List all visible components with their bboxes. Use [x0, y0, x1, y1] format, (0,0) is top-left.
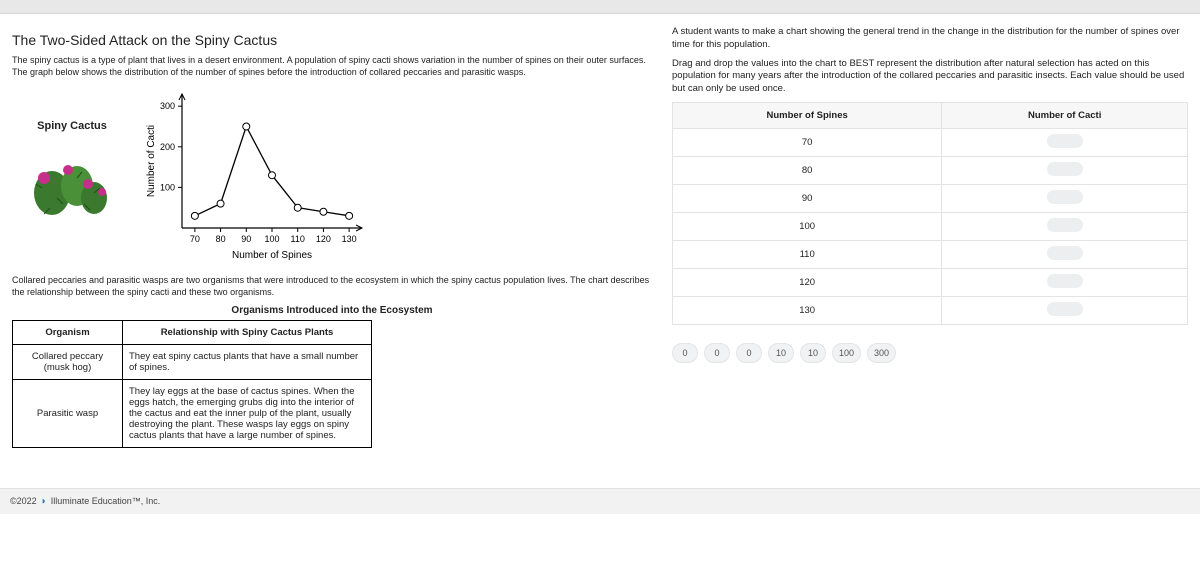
passage-description: The spiny cactus is a type of plant that…: [12, 54, 652, 78]
svg-text:200: 200: [160, 142, 175, 152]
org-relationship: They eat spiny cactus plants that have a…: [123, 344, 372, 379]
drag-chip[interactable]: 10: [800, 343, 826, 363]
table-row: Parasitic wasp They lay eggs at the base…: [13, 379, 372, 447]
grid-drop-zone[interactable]: [942, 297, 1188, 325]
grid-header-spines: Number of Spines: [673, 103, 942, 129]
answer-grid: Number of Spines Number of Cacti 7080901…: [672, 102, 1188, 325]
drop-slot[interactable]: [1047, 162, 1083, 176]
grid-row: 90: [673, 185, 1188, 213]
svg-text:Number of Cacti: Number of Cacti: [146, 125, 157, 197]
drag-chip[interactable]: 10: [768, 343, 794, 363]
grid-row: 80: [673, 157, 1188, 185]
cactus-icon: [22, 138, 122, 228]
copyright-text: ©2022: [10, 496, 37, 506]
svg-text:90: 90: [241, 234, 251, 244]
question-prompt-1: A student wants to make a chart showing …: [672, 26, 1188, 52]
grid-header-cacti: Number of Cacti: [942, 103, 1188, 129]
drop-slot[interactable]: [1047, 218, 1083, 232]
brand-icon: ◗: [41, 496, 47, 507]
org-relationship: They lay eggs at the base of cactus spin…: [123, 379, 372, 447]
drag-chip[interactable]: 0: [704, 343, 730, 363]
chart-area: Spiny Cactus 10020030070809010: [12, 84, 652, 264]
org-name: Collared peccary (musk hog): [13, 344, 123, 379]
cactus-label: Spiny Cactus: [37, 120, 107, 132]
svg-text:300: 300: [160, 101, 175, 111]
drag-chips-row: 0001010100300: [672, 343, 1188, 363]
grid-spine-value: 130: [673, 297, 942, 325]
org-table-heading: Organisms Introduced into the Ecosystem: [12, 305, 652, 316]
question-panel: A student wants to make a chart showing …: [672, 22, 1188, 448]
organisms-intro: Collared peccaries and parasitic wasps a…: [12, 274, 652, 298]
grid-drop-zone[interactable]: [942, 129, 1188, 157]
grid-spine-value: 80: [673, 157, 942, 185]
distribution-chart: 100 200 300 70 80 90 100 110 120 130 Number of Spi…: [142, 84, 372, 264]
cactus-illustration-block: Spiny Cactus: [12, 120, 132, 228]
grid-spine-value: 110: [673, 241, 942, 269]
drop-slot[interactable]: [1047, 274, 1083, 288]
grid-drop-zone[interactable]: [942, 185, 1188, 213]
svg-text:100: 100: [160, 183, 175, 193]
table-row: Collared peccary (musk hog) They eat spi…: [13, 344, 372, 379]
grid-spine-value: 70: [673, 129, 942, 157]
svg-text:120: 120: [316, 234, 331, 244]
grid-drop-zone[interactable]: [942, 269, 1188, 297]
grid-row: 110: [673, 241, 1188, 269]
passage-panel: The Two-Sided Attack on the Spiny Cactus…: [12, 22, 652, 448]
footer: ©2022 ◗ Illuminate Education™, Inc.: [0, 488, 1200, 514]
grid-row: 120: [673, 269, 1188, 297]
grid-spine-value: 120: [673, 269, 942, 297]
grid-row: 70: [673, 129, 1188, 157]
drop-slot[interactable]: [1047, 190, 1083, 204]
svg-text:70: 70: [190, 234, 200, 244]
org-col-relationship: Relationship with Spiny Cactus Plants: [123, 320, 372, 344]
passage-title: The Two-Sided Attack on the Spiny Cactus: [12, 32, 652, 48]
question-prompt-2: Drag and drop the values into the chart …: [672, 58, 1188, 96]
grid-spine-value: 100: [673, 213, 942, 241]
drag-chip[interactable]: 0: [736, 343, 762, 363]
svg-text:80: 80: [216, 234, 226, 244]
grid-row: 130: [673, 297, 1188, 325]
org-col-organism: Organism: [13, 320, 123, 344]
svg-text:130: 130: [342, 234, 357, 244]
svg-text:110: 110: [291, 234, 305, 244]
svg-text:100: 100: [264, 234, 279, 244]
org-name: Parasitic wasp: [13, 379, 123, 447]
drag-chip[interactable]: 300: [867, 343, 896, 363]
drag-chip[interactable]: 0: [672, 343, 698, 363]
drag-chip[interactable]: 100: [832, 343, 861, 363]
drop-slot[interactable]: [1047, 134, 1083, 148]
organisms-table: Organism Relationship with Spiny Cactus …: [12, 320, 372, 448]
grid-drop-zone[interactable]: [942, 157, 1188, 185]
svg-text:Number of Spines: Number of Spines: [232, 250, 312, 261]
drop-slot[interactable]: [1047, 246, 1083, 260]
grid-row: 100: [673, 213, 1188, 241]
grid-spine-value: 90: [673, 185, 942, 213]
drop-slot[interactable]: [1047, 302, 1083, 316]
main-content: The Two-Sided Attack on the Spiny Cactus…: [0, 14, 1200, 448]
top-bar: [0, 0, 1200, 14]
grid-drop-zone[interactable]: [942, 213, 1188, 241]
brand-text: Illuminate Education™, Inc.: [51, 496, 161, 506]
grid-drop-zone[interactable]: [942, 241, 1188, 269]
